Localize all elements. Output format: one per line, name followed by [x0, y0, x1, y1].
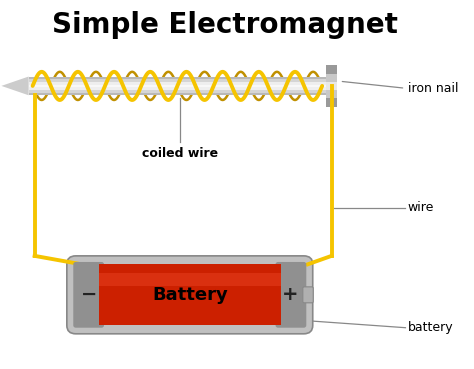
Text: +: +	[282, 285, 299, 304]
Text: iron nail: iron nail	[408, 82, 458, 95]
Text: coiled wire: coiled wire	[142, 147, 218, 160]
Bar	[326, 73, 337, 82]
Bar	[326, 65, 337, 73]
Bar	[28, 82, 326, 85]
Bar	[99, 273, 281, 286]
Polygon shape	[1, 76, 28, 95]
FancyBboxPatch shape	[275, 262, 306, 328]
Bar	[28, 85, 326, 87]
Text: battery: battery	[408, 321, 454, 334]
Text: wire: wire	[408, 201, 434, 214]
FancyBboxPatch shape	[303, 287, 313, 303]
Bar	[326, 82, 337, 90]
Bar	[28, 87, 326, 90]
Text: Simple Electromagnet: Simple Electromagnet	[52, 11, 397, 39]
Bar	[28, 76, 326, 79]
Text: Battery: Battery	[152, 286, 228, 304]
Bar	[28, 90, 326, 93]
Bar	[326, 98, 337, 107]
Bar	[99, 264, 281, 325]
Bar	[28, 93, 326, 95]
Bar	[28, 79, 326, 82]
Text: −: −	[81, 285, 97, 304]
Bar	[326, 90, 337, 98]
FancyBboxPatch shape	[73, 262, 104, 328]
FancyBboxPatch shape	[67, 256, 313, 334]
